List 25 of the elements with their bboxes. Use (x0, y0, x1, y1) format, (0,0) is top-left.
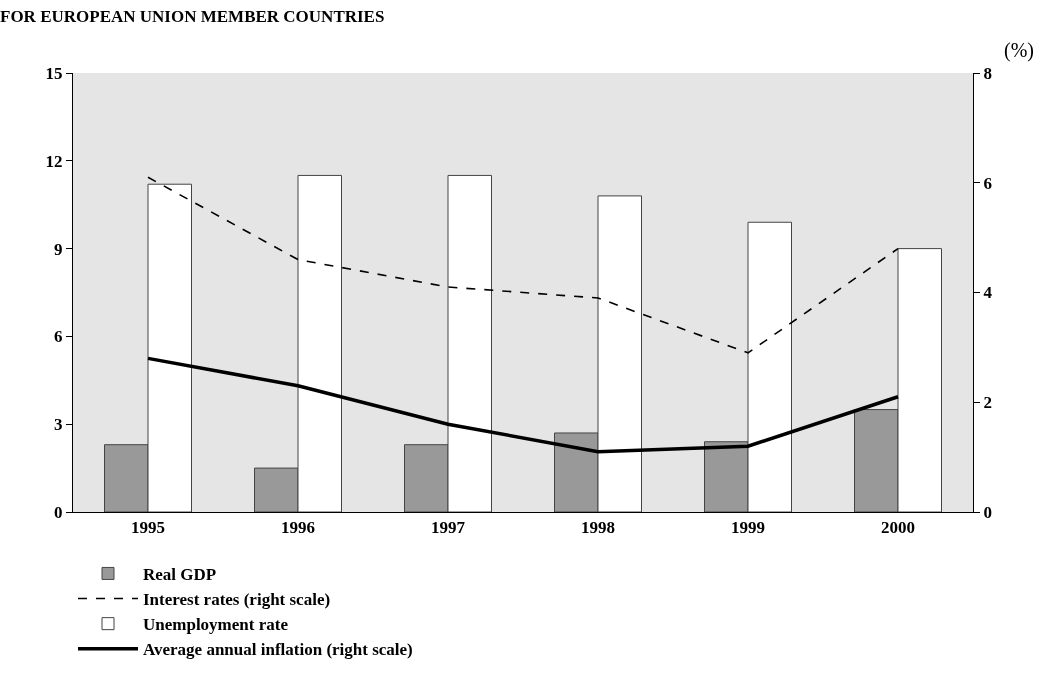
y2-tick-label: 6 (983, 173, 992, 193)
y-tick-label: 15 (45, 63, 63, 83)
y2-tick-label: 4 (983, 283, 993, 303)
x-tick-label: 2000 (881, 518, 915, 538)
y-tick-label: 0 (54, 502, 63, 522)
x-tick-label: 1996 (281, 518, 315, 538)
legend-label: Average annual inflation (right scale) (143, 640, 413, 660)
x-tick-label: 1997 (431, 518, 466, 538)
line-series (146, 356, 900, 454)
text: (%) (1004, 39, 1034, 62)
y-tick-label: 12 (45, 151, 63, 171)
legend-label: Interest rates (right scale) (143, 590, 331, 610)
y-tick-label: 9 (54, 239, 63, 259)
y2-tick-label: 8 (983, 63, 992, 83)
chart-title: FOR EUROPEAN UNION MEMBER COUNTRIES (0, 7, 385, 27)
y-tick-label: 3 (54, 415, 63, 435)
y-tick-label: 6 (54, 327, 63, 347)
x-tick-label: 1998 (581, 518, 615, 538)
y2-tick-label: 2 (983, 393, 992, 413)
line-series (147, 176, 899, 354)
legend-label: Real GDP (143, 565, 217, 585)
x-tick-label: 1999 (731, 518, 765, 538)
x-tick-label: 1995 (131, 518, 165, 538)
y2-tick-label: 0 (983, 502, 992, 522)
legend-label: Unemployment rate (143, 615, 289, 635)
